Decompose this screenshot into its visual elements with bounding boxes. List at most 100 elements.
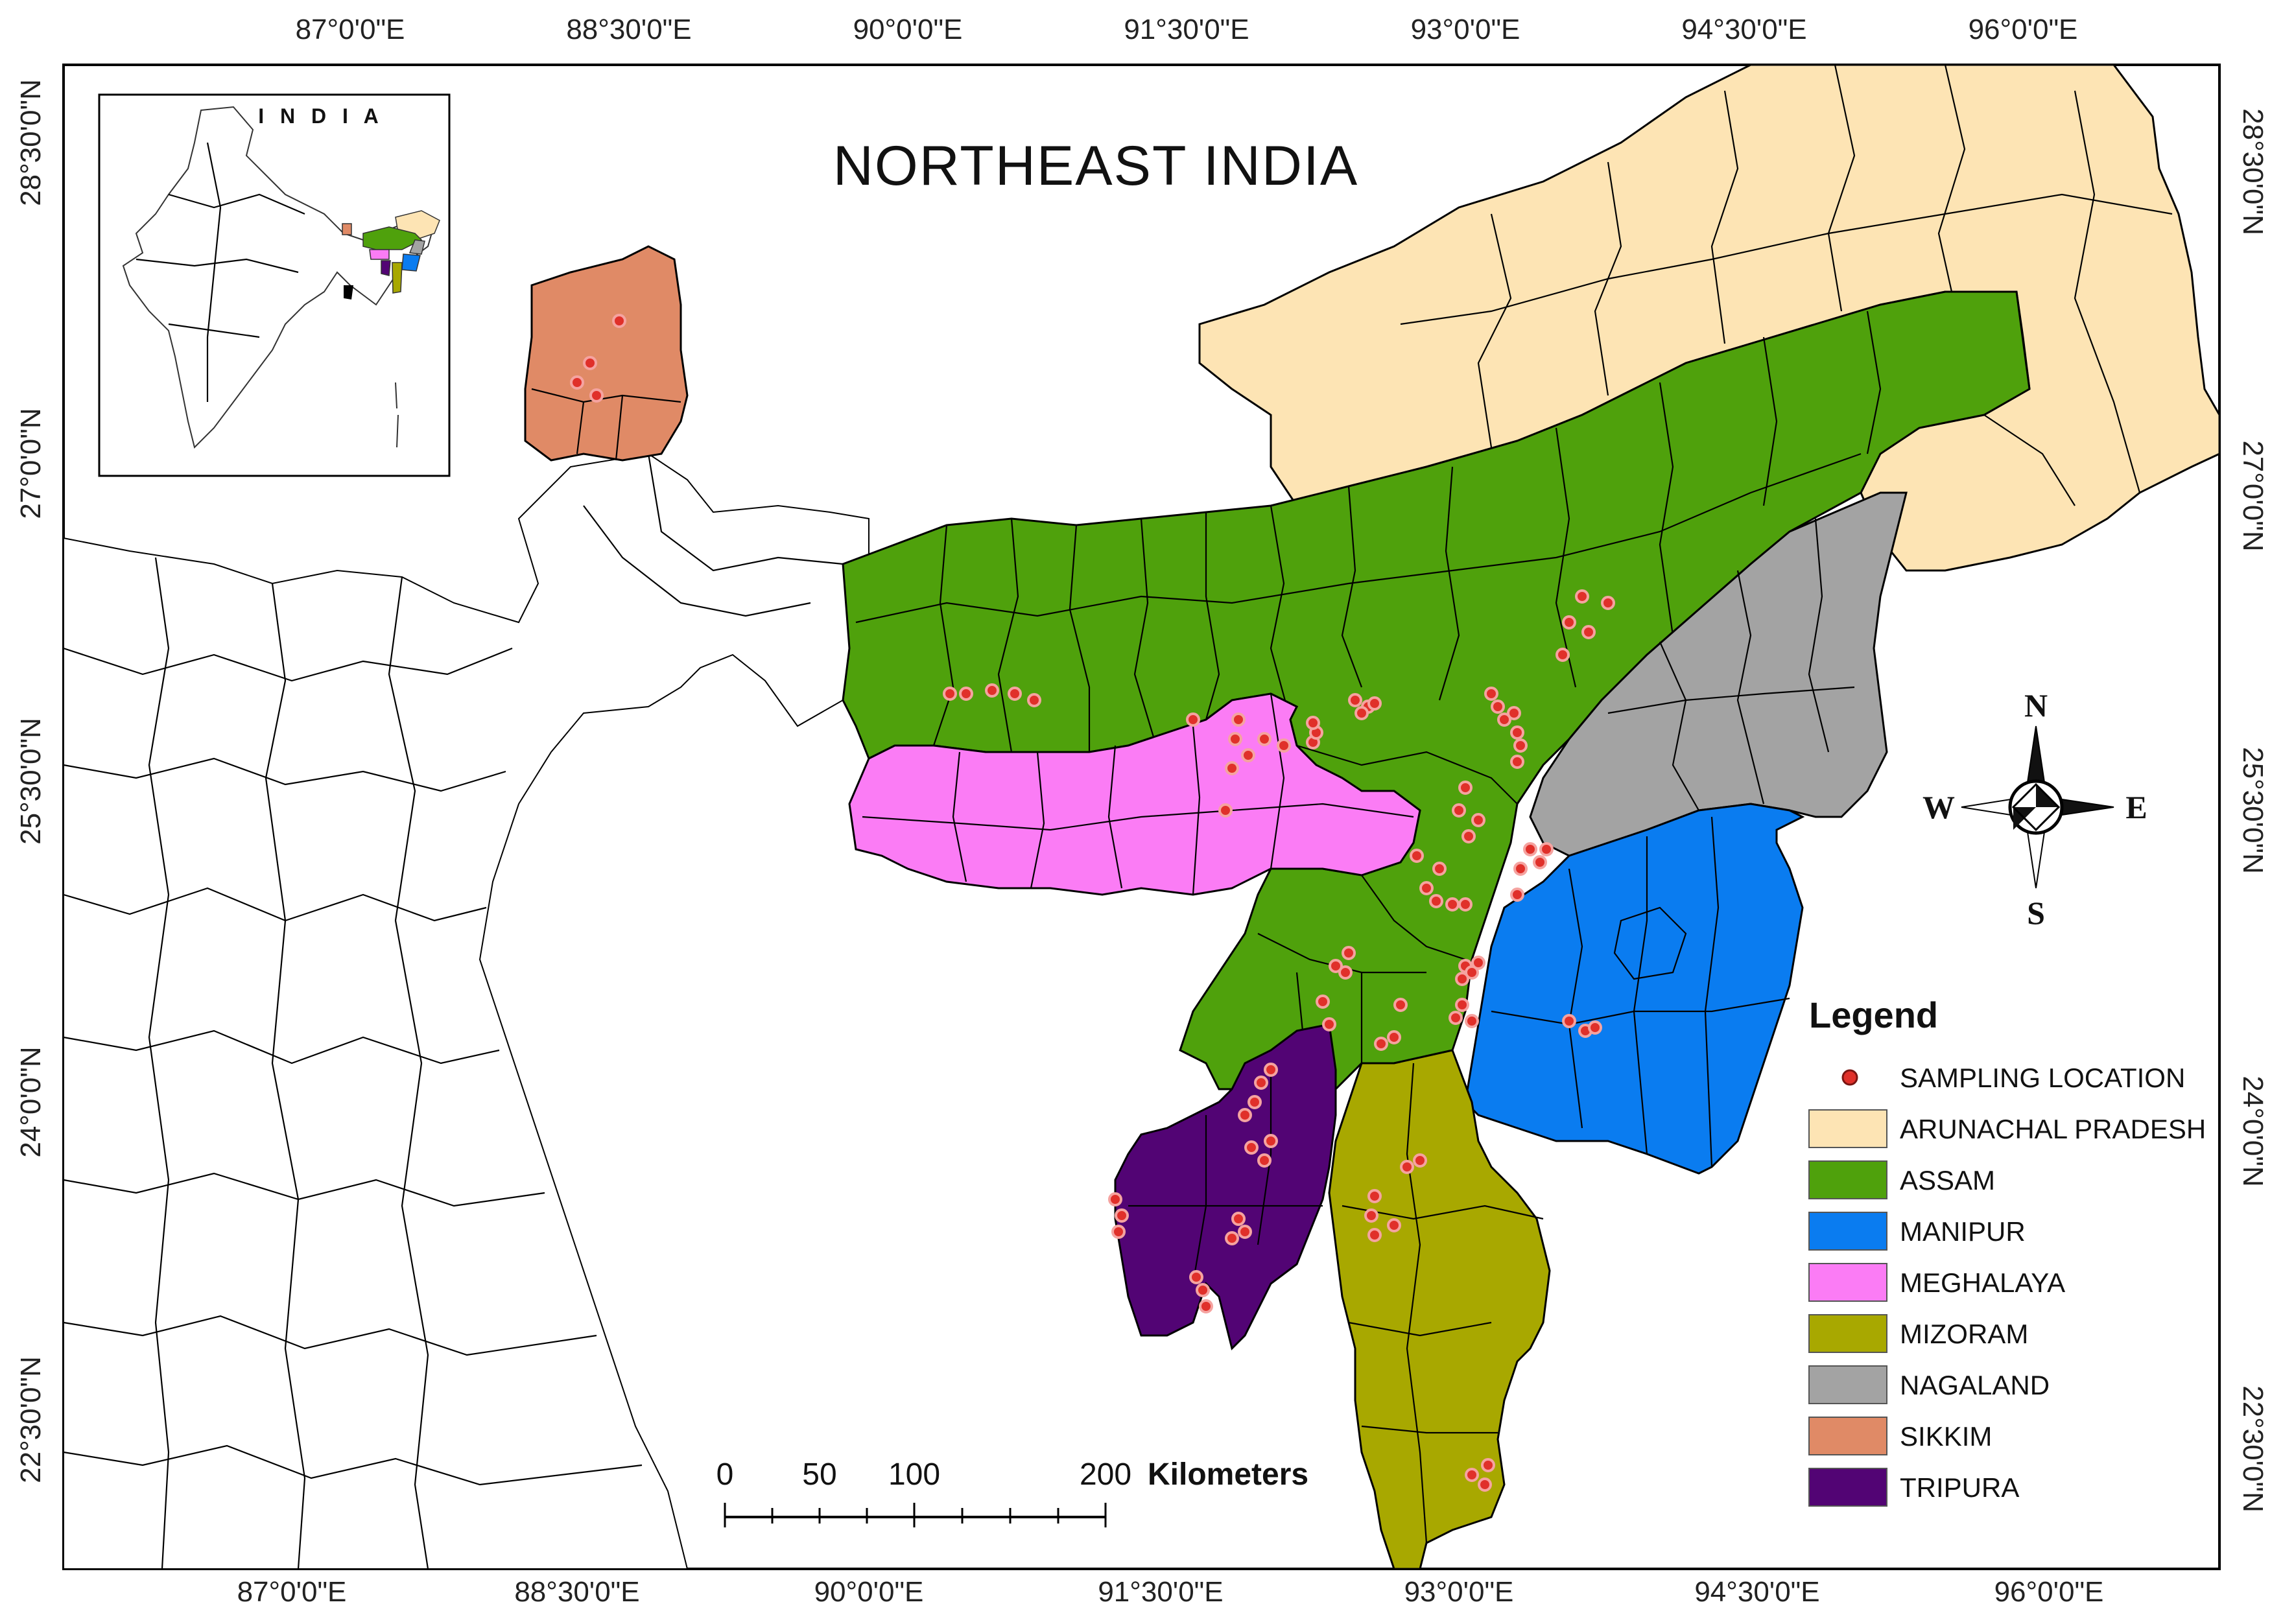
sampling-point [1257,732,1272,746]
sampling-point [1196,1283,1210,1297]
sampling-point [1510,888,1524,902]
sampling-point [1342,946,1356,960]
sampling-point [583,356,597,370]
sampling-point [1329,959,1343,973]
sampling-point [1338,965,1353,980]
sampling-point [589,388,604,403]
sampling-point [1465,1468,1479,1482]
mizoram-district-lines [1342,1063,1544,1544]
nagaland-district-lines [1607,518,1855,811]
lon-label: 87°0'0"E [237,1576,347,1608]
sampling-point [612,314,626,328]
graticule-bottom: 87°0'0"E 88°30'0"E 90°0'0"E 91°30'0"E 93… [237,1576,2104,1608]
lat-label: 24°0'0"N [2237,1076,2269,1186]
lon-label: 94°30'0"E [1681,14,1806,45]
india-inset: I N D I A [98,93,451,477]
sampling-point [1374,1037,1388,1051]
sampling-point [1478,1477,1492,1492]
sampling-point [1027,693,1041,707]
legend-point-symbol [1841,1069,1858,1086]
legend-swatch [1808,1314,1887,1353]
legend-label: NAGALAND [1900,1370,2050,1400]
arunachal-district-lines [1400,64,2173,506]
sampling-point [1367,1228,1382,1242]
sampling-point [1510,755,1524,769]
legend-item-arunachal-pradesh: ARUNACHAL PRADESH [1808,1109,2206,1148]
state-sikkim [524,245,689,462]
lon-label: 88°30'0"E [514,1576,639,1608]
lat-label: 28°30'0"N [2237,108,2269,235]
legend-label: MIZORAM [1900,1319,2028,1349]
legend-item-nagaland: NAGALAND [1808,1365,2050,1404]
lat-label: 25°30'0"N [2237,747,2269,874]
sampling-point [1186,712,1200,727]
legend-item-manipur: MANIPUR [1808,1212,2026,1251]
west-bengal-basemap [63,453,869,1570]
legend-swatch [1808,1160,1887,1199]
legend: Legend SAMPLING LOCATION ARUNACHAL PRADE… [1808,994,2206,1507]
sampling-point [1248,1095,1262,1109]
sampling-point [1257,1153,1272,1168]
sampling-point [1410,849,1424,863]
sampling-point [1264,1134,1278,1148]
legend-label: SIKKIM [1900,1421,1992,1452]
legend-swatch [1808,1365,1887,1404]
sampling-point [1429,894,1443,908]
state-tripura [1114,1023,1337,1350]
sampling-point [1458,897,1473,912]
sampling-point [1008,687,1022,701]
sampling-point [1218,803,1233,818]
sampling-point [1264,1063,1278,1077]
lon-label: 96°0'0"E [1969,14,2078,45]
sampling-point [1481,1458,1495,1472]
lat-label: 24°0'0"N [15,1046,47,1157]
legend-swatch [1808,1263,1887,1302]
sampling-point [1238,1225,1252,1239]
scale-tick-label: 100 [888,1457,940,1492]
lat-label: 27°0'0"N [2237,440,2269,551]
sampling-point [1231,1212,1246,1226]
legend-item-meghalaya: MEGHALAYA [1808,1263,2065,1302]
lon-label: 94°30'0"E [1694,1576,1819,1608]
sampling-point [1111,1225,1126,1239]
india-outline [122,106,436,449]
sampling-point [1367,696,1382,711]
scale-bar: 0 50 100 200 Kilometers [716,1457,1308,1527]
legend-label: ARUNACHAL PRADESH [1900,1114,2206,1144]
sampling-point [1465,1014,1479,1028]
legend-swatch [1808,1109,1887,1148]
sampling-point [1458,781,1473,795]
legend-label: MEGHALAYA [1900,1267,2065,1298]
sampling-point [1393,998,1408,1012]
sampling-point [1471,956,1485,970]
graticule-left: 28°30'0"N 27°0'0"N 25°30'0"N 24°0'0"N 22… [15,79,47,1483]
sampling-point [1354,706,1369,720]
sampling-point [1419,881,1434,895]
lat-label: 28°30'0"N [15,79,47,206]
legend-label: MANIPUR [1900,1216,2026,1247]
basemap-district-lines [63,453,844,1570]
sampling-point [1413,1153,1427,1168]
sampling-point [1189,1270,1203,1284]
lat-label: 27°0'0"N [15,408,47,519]
graticule-right: 28°30'0"N 27°0'0"N 25°30'0"N 24°0'0"N 22… [2237,108,2269,1512]
sampling-point [1322,1017,1336,1031]
legend-item-sampling-location: SAMPLING LOCATION [1841,1063,2185,1093]
sampling-point [1228,732,1242,746]
sampling-point [959,687,973,701]
sampling-point [1348,693,1362,707]
legend-swatch [1808,1468,1887,1507]
compass-s-label: S [2027,895,2045,931]
sampling-point [985,683,999,698]
tripura-district-lines [1128,1063,1323,1284]
inset-assam [362,226,423,250]
sampling-point [1510,725,1524,740]
sampling-point [1277,738,1291,753]
inset-sikkim [342,223,352,235]
sampling-point [1507,706,1521,720]
sampling-point [1484,687,1498,701]
compass-e-label: E [2125,789,2147,825]
scale-tick-label: 200 [1080,1457,1131,1492]
inset-islands [395,382,399,448]
sampling-point [1455,998,1469,1012]
